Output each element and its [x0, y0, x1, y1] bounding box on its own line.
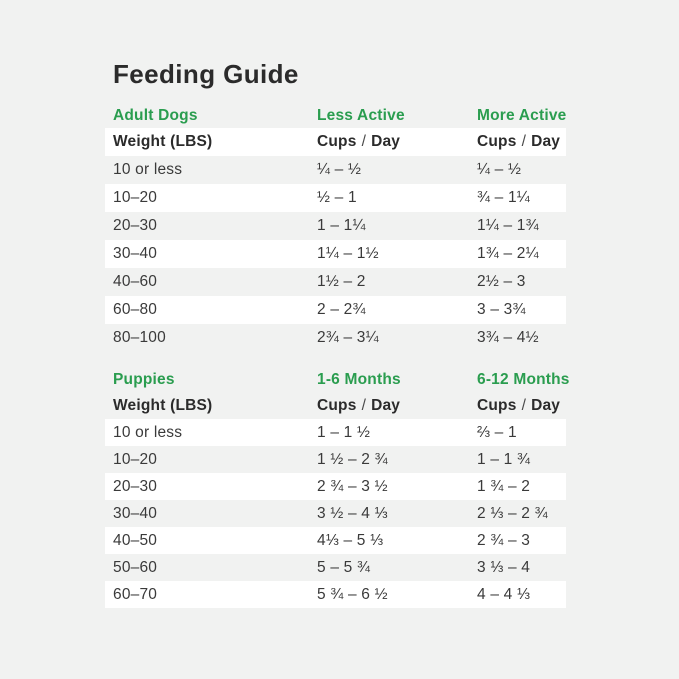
- more-active-header: More Active: [477, 106, 567, 124]
- table-row: 10–20 ½ – 1 ¾ – 1¼: [105, 184, 566, 212]
- day-label: Day: [371, 133, 401, 150]
- weight-cell: 30–40: [113, 504, 158, 522]
- months-1-6-cell: 5 – 5 ¾: [317, 558, 371, 576]
- less-active-cell: ½ – 1: [317, 189, 357, 206]
- day-label: Day: [531, 133, 561, 150]
- less-active-cell: 1 – 1¼: [317, 217, 366, 234]
- table-row: 60–80 2 – 2¾ 3 – 3¾: [105, 296, 566, 324]
- cups-per-day-header: Cups / Day: [317, 133, 477, 151]
- cups-label: Cups: [477, 133, 517, 150]
- puppies-section-title: Puppies: [113, 370, 175, 388]
- months-1-6-header: 1-6 Months: [317, 370, 401, 388]
- slash-separator: /: [521, 133, 527, 150]
- content-area: Feeding Guide Adult Dogs Less Active Mor…: [105, 59, 569, 608]
- table-row: 10 or less ¼ – ½ ¼ – ½: [105, 156, 566, 184]
- puppies-section: Puppies 1-6 Months 6-12 Months Weight (L…: [105, 367, 569, 608]
- puppies-section-header-row: Puppies 1-6 Months 6-12 Months: [105, 367, 569, 392]
- less-active-cell: 1½ – 2: [317, 273, 366, 290]
- weight-cell: 10–20: [113, 450, 158, 468]
- less-active-header: Less Active: [317, 106, 405, 124]
- months-6-12-cell: 2 ⅓ – 2 ¾: [477, 504, 548, 522]
- more-active-cell: 2½ – 3: [477, 273, 526, 290]
- less-active-cell: 1¼ – 1½: [317, 245, 379, 262]
- months-6-12-cell: 2 ¾ – 3: [477, 531, 531, 549]
- adult-section-header-row: Adult Dogs Less Active More Active: [105, 103, 566, 128]
- weight-cell: 20–30: [113, 477, 158, 495]
- slash-separator: /: [361, 133, 367, 150]
- months-1-6-cell: 2 ¾ – 3 ½: [317, 477, 388, 495]
- table-row: 40–60 1½ – 2 2½ – 3: [105, 268, 566, 296]
- table-row: 30–40 1¼ – 1½ 1¾ – 2¼: [105, 240, 566, 268]
- adult-section-title: Adult Dogs: [113, 106, 198, 124]
- weight-cell: 10–20: [113, 189, 158, 206]
- more-active-cell: 1¾ – 2¼: [477, 245, 539, 262]
- weight-cell: 40–60: [113, 273, 158, 290]
- less-active-cell: ¼ – ½: [317, 161, 362, 178]
- months-6-12-cell: 4 – 4 ⅓: [477, 585, 531, 603]
- table-row: 80–100 2¾ – 3¼ 3¾ – 4½: [105, 324, 566, 352]
- table-row: 20–30 2 ¾ – 3 ½ 1 ¾ – 2: [105, 473, 566, 500]
- more-active-cell: 3 – 3¾: [477, 301, 526, 318]
- months-1-6-cell: 4⅓ – 5 ⅓: [317, 531, 384, 549]
- months-1-6-cell: 5 ¾ – 6 ½: [317, 585, 388, 603]
- more-active-cell: ¾ – 1¼: [477, 189, 530, 206]
- less-active-cell: 2 – 2¾: [317, 301, 366, 318]
- table-row: 60–70 5 ¾ – 6 ½ 4 – 4 ⅓: [105, 581, 566, 608]
- page-title: Feeding Guide: [113, 59, 299, 89]
- cups-per-day-header: Cups / Day: [477, 133, 566, 151]
- months-6-12-cell: 3 ⅓ – 4: [477, 558, 531, 576]
- adult-dogs-section: Adult Dogs Less Active More Active Weigh…: [105, 103, 566, 352]
- cups-per-day-header: Cups / Day: [317, 397, 477, 415]
- table-row: 10–20 1 ½ – 2 ¾ 1 – 1 ¾: [105, 446, 566, 473]
- weight-cell: 80–100: [113, 329, 166, 346]
- weight-cell: 50–60: [113, 558, 158, 576]
- cups-label: Cups: [317, 133, 357, 150]
- weight-cell: 40–50: [113, 531, 158, 549]
- months-1-6-cell: 1 ½ – 2 ¾: [317, 450, 388, 468]
- more-active-cell: 1¼ – 1¾: [477, 217, 539, 234]
- more-active-cell: ¼ – ½: [477, 161, 522, 178]
- table-row: 10 or less 1 – 1 ½ ⅔ – 1: [105, 419, 566, 446]
- day-label: Day: [531, 396, 561, 414]
- more-active-cell: 3¾ – 4½: [477, 329, 539, 346]
- weight-cell: 10 or less: [113, 423, 183, 441]
- months-1-6-cell: 1 – 1 ½: [317, 423, 371, 441]
- cups-label: Cups: [477, 396, 517, 414]
- table-row: 50–60 5 – 5 ¾ 3 ⅓ – 4: [105, 554, 566, 581]
- slash-separator: /: [521, 396, 527, 414]
- less-active-cell: 2¾ – 3¼: [317, 329, 379, 346]
- table-row: 40–50 4⅓ – 5 ⅓ 2 ¾ – 3: [105, 527, 566, 554]
- months-6-12-header: 6-12 Months: [477, 370, 570, 388]
- weight-lbs-header: Weight (LBS): [113, 396, 213, 414]
- weight-lbs-header: Weight (LBS): [113, 133, 213, 150]
- months-1-6-cell: 3 ½ – 4 ⅓: [317, 504, 388, 522]
- months-6-12-cell: ⅔ – 1: [477, 423, 517, 441]
- weight-cell: 60–70: [113, 585, 158, 603]
- day-label: Day: [371, 396, 401, 414]
- cups-label: Cups: [317, 396, 357, 414]
- weight-cell: 30–40: [113, 245, 158, 262]
- slash-separator: /: [361, 396, 367, 414]
- months-6-12-cell: 1 – 1 ¾: [477, 450, 531, 468]
- table-row: 30–40 3 ½ – 4 ⅓ 2 ⅓ – 2 ¾: [105, 500, 566, 527]
- weight-cell: 60–80: [113, 301, 158, 318]
- adult-column-header-row: Weight (LBS) Cups / Day Cups / Day: [105, 128, 566, 156]
- cups-per-day-header: Cups / Day: [477, 397, 566, 415]
- months-6-12-cell: 1 ¾ – 2: [477, 477, 531, 495]
- weight-cell: 10 or less: [113, 161, 183, 178]
- puppies-column-header-row: Weight (LBS) Cups / Day Cups / Day: [105, 392, 566, 419]
- table-row: 20–30 1 – 1¼ 1¼ – 1¾: [105, 212, 566, 240]
- weight-cell: 20–30: [113, 217, 158, 234]
